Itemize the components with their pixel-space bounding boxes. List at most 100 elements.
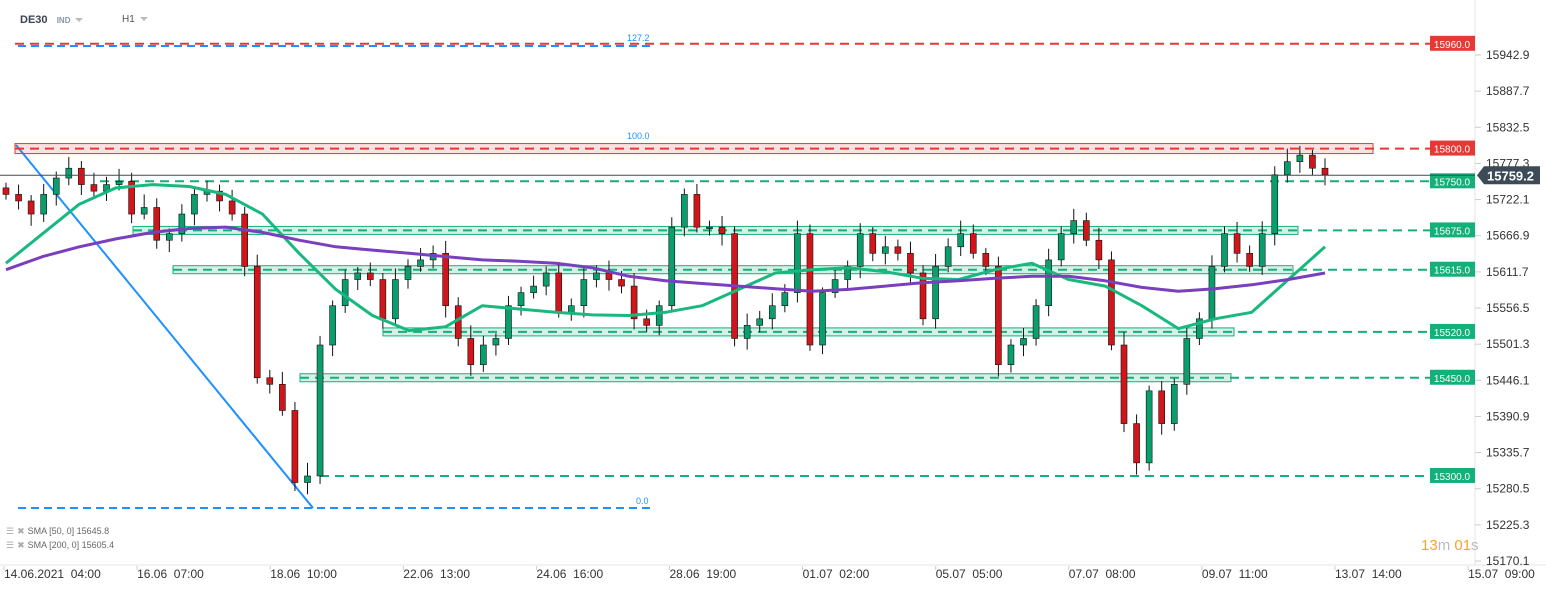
x-tick-label: 13.07 14:00 bbox=[1335, 567, 1402, 581]
symbol-name: DE30 bbox=[20, 14, 48, 26]
level-label: 15675.0 bbox=[1434, 226, 1471, 237]
candle-down bbox=[718, 226, 726, 234]
legend-sma50[interactable]: ☰ ✖ SMA [50, 0] 15645.8 bbox=[6, 526, 109, 537]
candle-up bbox=[517, 292, 525, 307]
fib-label: 127.2 bbox=[627, 33, 650, 43]
candle-down bbox=[467, 338, 475, 365]
level-label: 15615.0 bbox=[1434, 266, 1471, 277]
level-badge-15450 bbox=[1430, 369, 1475, 385]
candle-up bbox=[417, 259, 424, 267]
y-tick-label: 15832.5 bbox=[1486, 120, 1530, 134]
candle-down bbox=[1083, 220, 1090, 241]
candle-up bbox=[1057, 233, 1065, 261]
candle-up bbox=[404, 266, 412, 280]
candle-up bbox=[392, 279, 399, 320]
y-tick-label: 15335.7 bbox=[1486, 446, 1530, 460]
symbol-selector[interactable]: DE30 IND bbox=[20, 14, 84, 26]
level-badge-15675 bbox=[1430, 222, 1475, 238]
candle-up bbox=[882, 246, 889, 254]
candle-down bbox=[869, 233, 877, 254]
candle-up bbox=[706, 226, 713, 229]
close-icon[interactable]: ✖ bbox=[17, 540, 25, 550]
candle-down bbox=[279, 383, 286, 411]
candle-down bbox=[1233, 233, 1241, 254]
y-tick-label: 15556.5 bbox=[1486, 301, 1530, 315]
level-badge-15615 bbox=[1430, 261, 1475, 277]
candle-down bbox=[27, 200, 35, 215]
y-tick-label: 15501.3 bbox=[1486, 337, 1530, 351]
candle-timer: 13m 01s bbox=[1421, 537, 1479, 554]
level-label: 15750.0 bbox=[1434, 177, 1471, 188]
candle-up bbox=[1145, 390, 1153, 464]
candle-up bbox=[567, 305, 575, 313]
candle-up bbox=[681, 194, 688, 228]
candle-up bbox=[957, 233, 965, 248]
sma200-line bbox=[5, 225, 1326, 293]
y-tick-label: 15611.7 bbox=[1486, 265, 1529, 279]
candle-up bbox=[1258, 233, 1266, 267]
close-icon[interactable]: ✖ bbox=[17, 526, 25, 536]
candle-down bbox=[379, 279, 387, 320]
settings-icon[interactable]: ☰ bbox=[6, 526, 15, 536]
candle-down bbox=[128, 181, 135, 215]
candle-down bbox=[1309, 154, 1316, 169]
candle-up bbox=[932, 266, 939, 320]
candle-up bbox=[505, 305, 512, 339]
candle-up bbox=[166, 233, 173, 241]
candle-up bbox=[1183, 338, 1191, 385]
candle-down bbox=[643, 318, 650, 326]
candle-up bbox=[1208, 266, 1216, 320]
candle-up bbox=[1045, 259, 1052, 307]
fib-label: 100.0 bbox=[627, 131, 650, 141]
x-tick-label: 24.06 16:00 bbox=[536, 567, 603, 581]
candle-up bbox=[819, 292, 826, 346]
chevron-down-icon bbox=[75, 18, 84, 23]
candle-up bbox=[492, 338, 500, 346]
candle-down bbox=[1095, 239, 1103, 261]
candle-down bbox=[969, 233, 977, 254]
candle-up bbox=[530, 285, 537, 293]
level-label: 15300.0 bbox=[1434, 472, 1471, 483]
candle-up bbox=[1170, 383, 1178, 424]
candle-up bbox=[354, 272, 362, 280]
x-tick-label: 16.06 07:00 bbox=[137, 567, 204, 581]
candle-down bbox=[1158, 390, 1165, 424]
candle-up bbox=[756, 318, 764, 326]
candle-down bbox=[1246, 253, 1253, 267]
candle-down bbox=[555, 272, 563, 313]
candle-up bbox=[794, 233, 801, 293]
candle-down bbox=[605, 272, 613, 280]
candle-down bbox=[78, 167, 85, 185]
candle-up bbox=[944, 246, 952, 267]
candle-down bbox=[1321, 167, 1329, 176]
candle-up bbox=[768, 305, 776, 320]
x-tick-label: 01.07 02:00 bbox=[803, 567, 870, 581]
candle-up bbox=[1284, 161, 1291, 176]
current-price-label: 15759.2 bbox=[1487, 168, 1534, 183]
settings-icon[interactable]: ☰ bbox=[6, 540, 15, 550]
candle-down bbox=[216, 190, 223, 202]
level-badge-15750 bbox=[1430, 173, 1475, 189]
candle-up bbox=[655, 305, 663, 326]
x-tick-label: 14.06.2021 04:00 bbox=[4, 567, 101, 581]
candle-up bbox=[115, 181, 123, 185]
level-label: 15520.0 bbox=[1434, 328, 1471, 339]
candle-up bbox=[191, 194, 198, 215]
x-tick-label: 18.06 10:00 bbox=[270, 567, 337, 581]
candle-up bbox=[781, 292, 789, 307]
legend-sma200[interactable]: ☰ ✖ SMA [200, 0] 15605.4 bbox=[6, 540, 114, 551]
chevron-down-icon bbox=[139, 17, 148, 22]
candle-down bbox=[291, 410, 299, 483]
candle-up bbox=[1271, 174, 1279, 234]
candle-up bbox=[593, 272, 600, 280]
level-badge-15960 bbox=[1430, 35, 1475, 51]
instrument-type: IND bbox=[56, 16, 71, 25]
candle-up bbox=[668, 226, 676, 307]
candle-down bbox=[366, 272, 374, 280]
candle-up bbox=[140, 207, 148, 215]
timeframe-selector[interactable]: H1 bbox=[122, 14, 148, 25]
current-price-badge bbox=[1477, 166, 1540, 185]
candle-down bbox=[442, 253, 449, 307]
candle-up bbox=[542, 272, 550, 287]
